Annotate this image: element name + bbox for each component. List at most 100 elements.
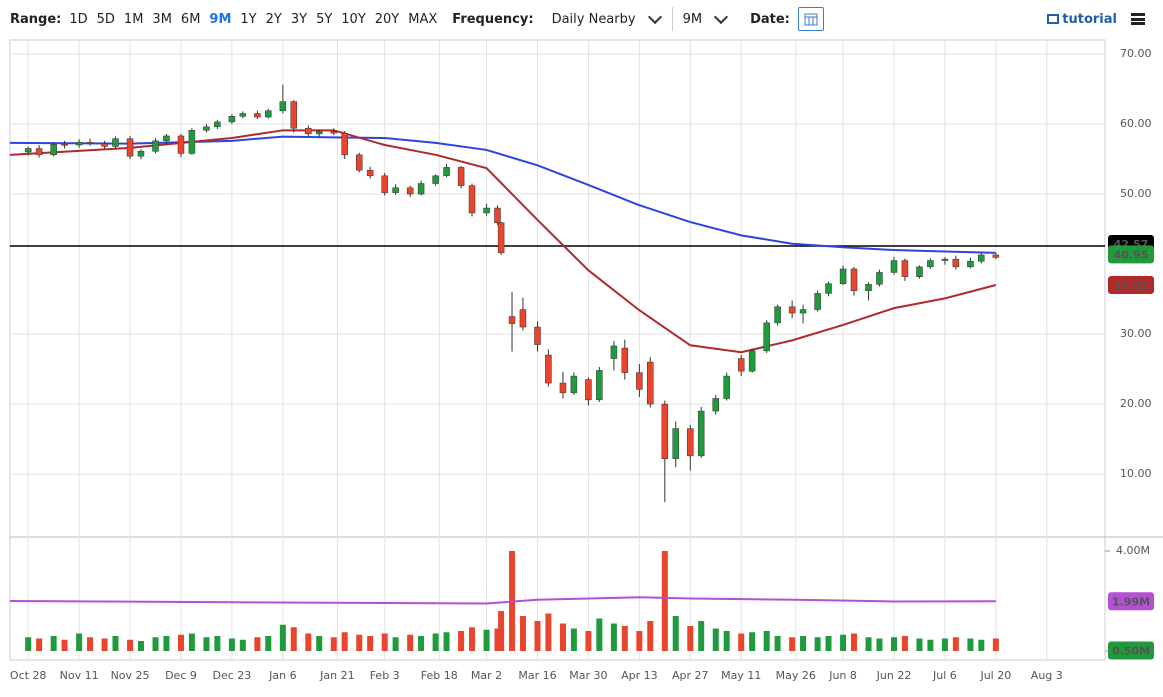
candle-body	[876, 272, 883, 285]
candle-body	[774, 306, 781, 324]
candle-body	[75, 141, 83, 146]
volume-bar	[774, 636, 781, 651]
volume-bar	[596, 618, 603, 651]
candle-body	[494, 207, 501, 223]
candle-body	[570, 375, 578, 394]
volume-bar	[545, 613, 552, 651]
candle-body	[24, 148, 32, 153]
y-tick-label: 50.00	[1120, 187, 1152, 200]
candle-body	[941, 258, 949, 261]
value-pill	[1108, 641, 1154, 660]
range-button[interactable]: 1M	[123, 11, 144, 27]
x-tick-label: Oct 28	[10, 669, 47, 682]
volume-bar	[367, 636, 374, 651]
range-button[interactable]: 2Y	[265, 11, 282, 27]
range-button[interactable]: 3Y	[290, 11, 308, 27]
tutorial-text: tutorial	[1062, 11, 1117, 27]
y-tick-label: 30.00	[1120, 327, 1152, 340]
volume-bar	[458, 631, 465, 651]
volume-bar	[585, 631, 592, 651]
x-tick-label: Dec 23	[213, 669, 252, 682]
range-button[interactable]: 20Y	[374, 11, 400, 27]
frequency-value: Daily Nearby	[551, 11, 636, 27]
range-button[interactable]: 5D	[96, 11, 115, 27]
volume-bar	[570, 628, 577, 651]
volume-bar	[749, 632, 756, 651]
candle-body	[432, 175, 439, 184]
volume-bar	[61, 639, 68, 651]
value-pill	[1108, 245, 1154, 264]
candle-body	[330, 131, 338, 134]
candle-body	[214, 121, 221, 128]
separator	[671, 7, 673, 31]
candle-body	[687, 428, 694, 457]
range-button[interactable]: 1Y	[240, 11, 257, 27]
candle-body	[406, 187, 414, 195]
x-tick-label: Jan 21	[319, 669, 354, 682]
candle-body	[35, 148, 43, 156]
calendar-button[interactable]	[797, 7, 824, 31]
volume-tick-label: 4.00M	[1116, 544, 1150, 557]
candle-body	[483, 207, 490, 214]
volume-bar	[152, 637, 159, 651]
candle-body	[799, 309, 807, 314]
frequency-label: Frequency:	[452, 11, 534, 27]
value-pill	[1108, 275, 1154, 294]
volume-bar	[254, 637, 261, 651]
volume-bar	[163, 636, 170, 651]
x-tick-label: Mar 2	[471, 669, 502, 682]
candle-body	[788, 306, 796, 314]
volume-bar	[341, 632, 348, 651]
candle-body	[723, 375, 730, 399]
tutorial-link[interactable]: tutorial	[1047, 12, 1117, 27]
range-button[interactable]: 10Y	[341, 11, 366, 27]
range-button[interactable]: MAX	[408, 11, 438, 27]
value-pill-label: 0.50M	[1112, 645, 1150, 658]
frequency-dropdown[interactable]: Daily Nearby	[551, 9, 672, 27]
candle-body	[825, 283, 832, 294]
volume-bar	[559, 623, 566, 651]
volume-bar	[432, 633, 439, 651]
period-dropdown[interactable]: 9M	[682, 9, 739, 27]
x-tick-label: Aug 3	[1031, 669, 1063, 682]
menu-button[interactable]	[1131, 13, 1145, 25]
candle-body	[366, 169, 374, 177]
menu-bar	[1131, 17, 1145, 21]
volume-bar	[177, 634, 184, 651]
volume-bar	[203, 637, 210, 651]
volume-bar	[712, 628, 719, 651]
candle-body	[203, 126, 210, 131]
volume-bar	[101, 638, 108, 651]
range-button[interactable]: 3M	[152, 11, 172, 27]
range-button[interactable]: 5Y	[316, 11, 333, 27]
candle-body	[839, 268, 847, 284]
x-tick-label: Jun 8	[828, 669, 857, 682]
candle-body	[992, 254, 1000, 258]
volume-bar	[723, 631, 730, 651]
volume-bar	[825, 636, 832, 651]
candle-body	[228, 116, 236, 123]
range-button[interactable]: 1D	[69, 11, 88, 27]
volume-bar	[927, 639, 934, 651]
volume-bar	[698, 621, 705, 651]
candle-body	[610, 345, 618, 359]
candle-body	[697, 410, 705, 457]
volume-bar	[789, 637, 796, 651]
period-value: 9M	[682, 11, 703, 27]
candle-body	[712, 398, 719, 412]
candle-body	[86, 141, 94, 144]
candle-body	[901, 260, 909, 277]
candle-body	[163, 135, 170, 142]
candle-body	[305, 127, 312, 135]
candle-body	[748, 350, 756, 372]
candle-body	[559, 382, 567, 394]
range-button[interactable]: 6M	[180, 11, 201, 27]
candle-body	[126, 138, 134, 157]
volume-bar	[469, 627, 476, 651]
candle-body	[137, 151, 145, 157]
y-tick-label: 10.00	[1120, 467, 1152, 480]
range-button[interactable]: 9M	[209, 11, 232, 27]
volume-bar	[330, 637, 337, 651]
value-pill-label: 40.95	[1114, 248, 1149, 261]
candle-body	[916, 266, 923, 277]
